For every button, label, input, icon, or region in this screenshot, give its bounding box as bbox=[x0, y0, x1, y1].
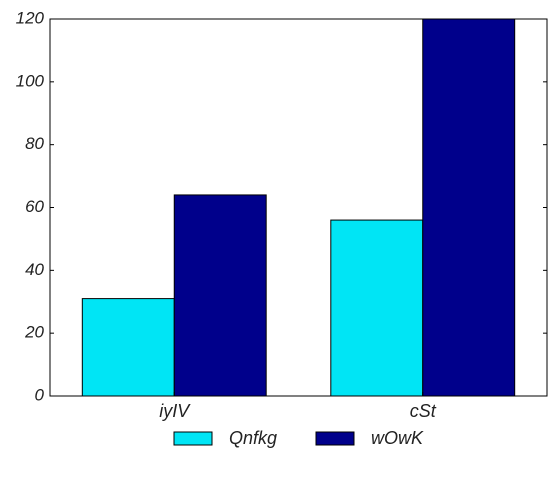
x-category-label: iyIV bbox=[159, 401, 191, 421]
y-tick-label: 80 bbox=[25, 134, 44, 153]
y-tick-label: 0 bbox=[35, 385, 45, 404]
x-axis: iyIV cSt bbox=[159, 392, 437, 421]
legend: Qnfkg wOwK bbox=[173, 428, 424, 448]
legend-swatch-Qnfkg bbox=[173, 431, 213, 446]
bar-Qnfkg-iyIV bbox=[81, 298, 175, 397]
y-tick-label: 40 bbox=[25, 260, 44, 279]
bar-Qnfkg-cSt bbox=[330, 219, 424, 397]
legend-label-Qnfkg: Qnfkg bbox=[229, 428, 277, 448]
bar-wOwK-iyIV bbox=[173, 194, 267, 397]
y-tick-label: 100 bbox=[16, 71, 45, 90]
y-tick-label: 60 bbox=[25, 197, 44, 216]
y-axis: 0 20 40 60 80 100 120 bbox=[16, 8, 547, 404]
legend-label-wOwK: wOwK bbox=[371, 428, 424, 448]
x-category-label: cSt bbox=[410, 401, 437, 421]
bar-wOwK-cSt bbox=[422, 18, 516, 397]
legend-swatch-wOwK bbox=[315, 431, 355, 446]
bars-group bbox=[81, 18, 516, 397]
y-tick-label: 120 bbox=[16, 8, 45, 27]
y-tick-label: 20 bbox=[24, 323, 44, 342]
